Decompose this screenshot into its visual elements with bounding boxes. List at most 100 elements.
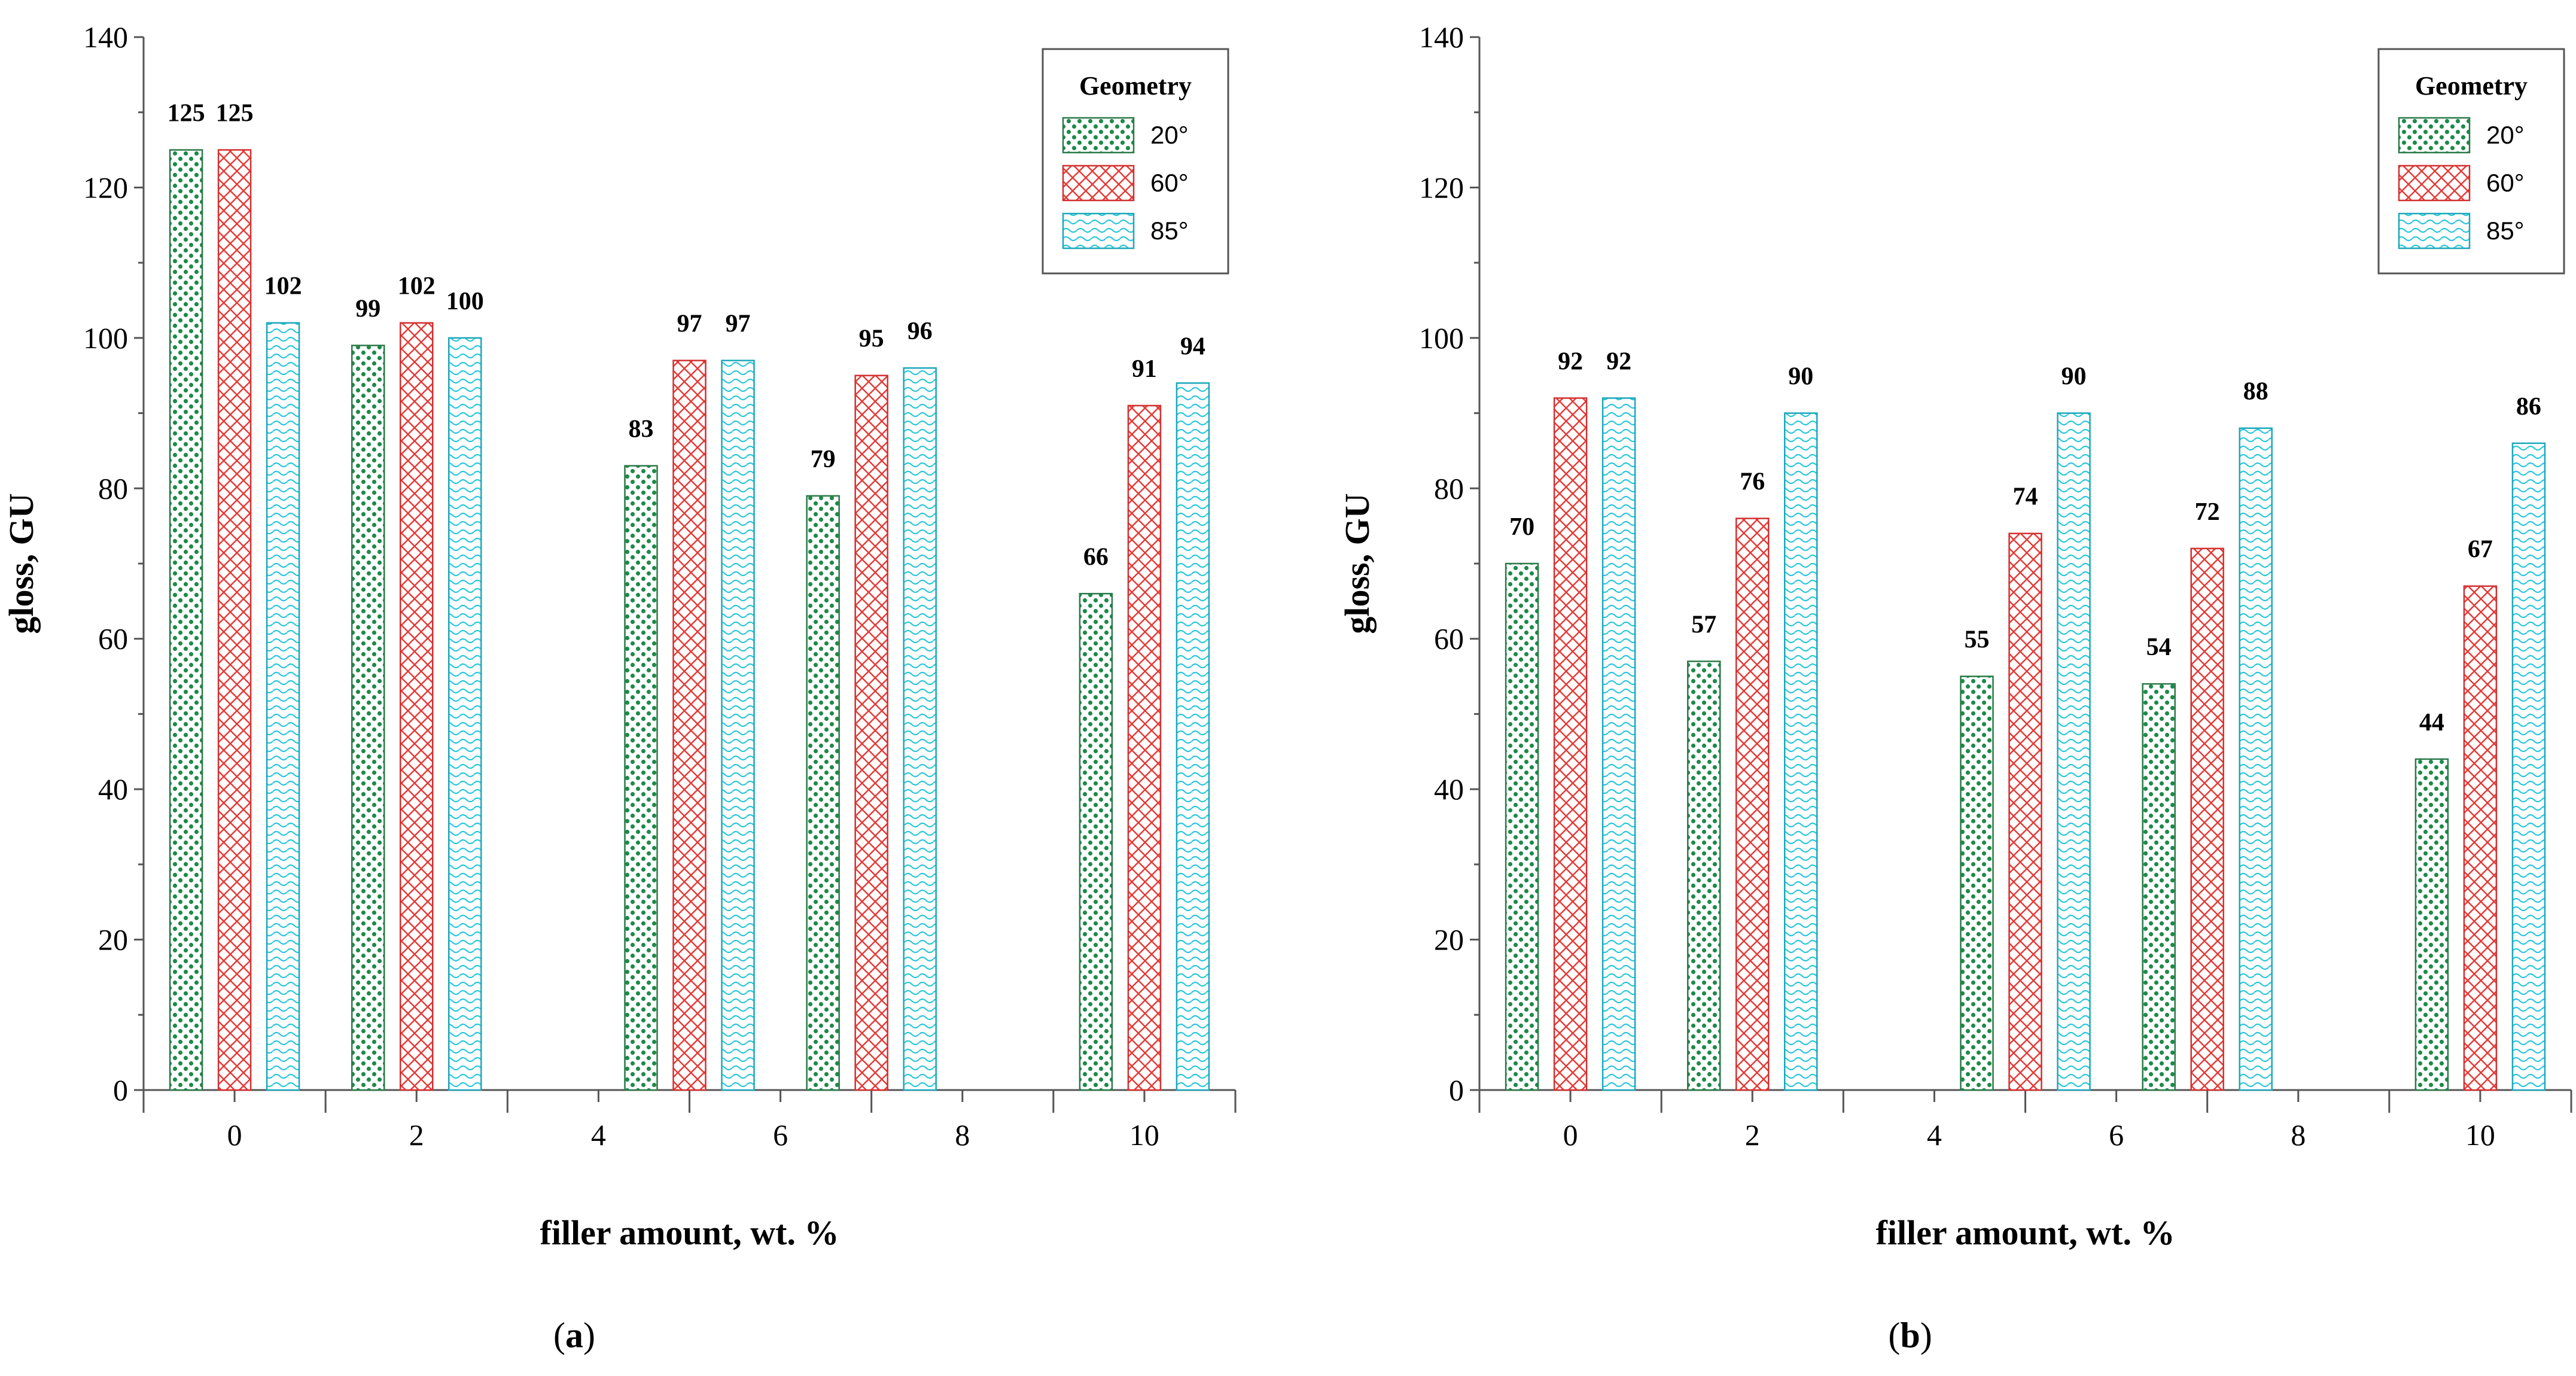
data-label: 66 <box>1083 543 1109 571</box>
data-label: 70 <box>1509 513 1534 541</box>
bar-a-g1-s0 <box>351 345 385 1091</box>
bar-a-g0-s1 <box>217 149 252 1091</box>
x-tick-label: 4 <box>1927 1118 1942 1152</box>
bar-b-g1-s2 <box>1784 412 1818 1091</box>
y-tick-label: 0 <box>1449 1073 1464 1107</box>
bar-a-g2-s2 <box>721 360 755 1091</box>
data-label: 100 <box>446 288 484 315</box>
data-label: 57 <box>1691 611 1716 638</box>
data-label: 67 <box>2468 536 2493 564</box>
bar-b-g3-s2 <box>2239 427 2273 1091</box>
legend: Geometry 20° 60° 85° <box>2377 48 2565 275</box>
y-tick-label: 80 <box>1434 471 1464 505</box>
bar-b-g3-s0 <box>2142 683 2176 1091</box>
legend-label: 85° <box>1150 217 1189 245</box>
legend-swatch-0 <box>1062 117 1135 154</box>
bar-a-g4-s1 <box>1127 404 1162 1091</box>
legend-swatch-2 <box>2398 212 2471 249</box>
data-label: 86 <box>2516 393 2541 421</box>
data-label: 99 <box>355 295 380 322</box>
legend-swatch-0 <box>2398 117 2471 154</box>
bar-a-g4-s0 <box>1079 593 1113 1091</box>
data-label: 88 <box>2243 378 2269 406</box>
data-label: 54 <box>2146 634 2172 661</box>
bar-b-g2-s0 <box>1960 675 1994 1091</box>
bar-b-g1-s1 <box>1735 517 1770 1091</box>
y-tick-label: 120 <box>83 171 128 204</box>
x-axis-title: filler amount, wt. % <box>540 1213 839 1252</box>
bar-b-g4-s1 <box>2463 585 2498 1091</box>
bar-b-g2-s1 <box>2008 532 2042 1091</box>
y-tick-label: 120 <box>1419 171 1464 204</box>
data-label: 94 <box>1180 333 1205 360</box>
data-label: 125 <box>168 100 205 127</box>
y-tick-label: 20 <box>98 923 128 957</box>
data-label: 74 <box>2013 483 2038 511</box>
caption-close-paren: ) <box>583 1316 595 1355</box>
caption-open-paren: ( <box>553 1316 565 1355</box>
data-label: 90 <box>2062 363 2087 391</box>
chart-panel-b: 0 20 40 60 80 100 120 140 0 2 4 6 8 10 filler amount, … <box>1338 20 2572 1355</box>
x-tick-label: 0 <box>1563 1118 1578 1152</box>
data-label: 72 <box>2195 498 2220 526</box>
bar-b-g1-s0 <box>1687 660 1721 1091</box>
bar-b-g0-s0 <box>1505 562 1539 1091</box>
chart-panel-a: 0 20 40 60 80 100 120 140 0 2 4 6 8 10 filler amount, … <box>2 20 1237 1355</box>
bar-a-g2-s0 <box>624 465 658 1091</box>
data-label: 79 <box>811 446 836 473</box>
x-tick-label: 4 <box>591 1118 606 1152</box>
bar-a-g3-s2 <box>903 367 937 1091</box>
y-tick-label: 100 <box>83 321 128 355</box>
bar-b-g2-s2 <box>2057 412 2091 1091</box>
bar-a-g2-s1 <box>672 360 707 1091</box>
legend-swatch-1 <box>2398 165 2471 202</box>
y-axis-title: gloss, GU <box>2 493 41 634</box>
legend-label: 85° <box>2486 217 2525 245</box>
caption-letter: b <box>1900 1316 1920 1355</box>
legend-swatch-1 <box>1062 165 1135 202</box>
data-label: 95 <box>859 325 884 353</box>
bar-a-g1-s2 <box>448 337 482 1091</box>
bar-a-g0-s0 <box>169 149 203 1091</box>
y-tick-label: 100 <box>1419 321 1464 355</box>
y-tick-label: 80 <box>98 471 128 505</box>
data-label: 44 <box>2419 709 2444 736</box>
data-label: 91 <box>1132 355 1157 383</box>
data-label: 90 <box>1788 363 1813 391</box>
y-axis-title: gloss, GU <box>1338 493 1377 634</box>
data-label: 102 <box>398 273 436 300</box>
bar-b-g4-s0 <box>2414 758 2449 1091</box>
bar-a-g3-s1 <box>854 375 888 1091</box>
caption-open-paren: ( <box>1888 1316 1900 1355</box>
x-tick-label: 0 <box>227 1118 242 1152</box>
y-tick-label: 60 <box>98 622 128 656</box>
bar-b-g4-s2 <box>2511 442 2546 1091</box>
bar-a-g1-s1 <box>400 322 434 1091</box>
x-tick-label: 2 <box>1745 1118 1760 1152</box>
y-tick-label: 140 <box>1419 20 1464 54</box>
data-label: 96 <box>908 318 933 345</box>
data-label: 92 <box>1558 348 1583 375</box>
legend-label: 20° <box>2486 121 2525 149</box>
data-label: 125 <box>216 100 254 127</box>
bar-a-g0-s2 <box>266 322 300 1091</box>
bar-a-g4-s2 <box>1176 382 1210 1091</box>
x-tick-label: 8 <box>2291 1118 2306 1152</box>
data-label: 55 <box>1965 626 1990 654</box>
data-label: 102 <box>264 273 302 300</box>
x-tick-label: 2 <box>409 1118 424 1152</box>
bar-a-g3-s0 <box>806 495 840 1091</box>
bar-b-g0-s2 <box>1601 397 1636 1091</box>
legend-title: Geometry <box>1079 71 1192 101</box>
bar-b-g3-s1 <box>2190 547 2224 1091</box>
x-tick-label: 10 <box>1129 1118 1159 1152</box>
caption-close-paren: ) <box>1920 1316 1932 1355</box>
y-tick-label: 40 <box>98 772 128 806</box>
legend-swatch-2 <box>1062 212 1135 249</box>
legend-title: Geometry <box>2415 71 2528 101</box>
legend: Geometry 20° 60° 85° <box>1042 48 1229 275</box>
panel-caption: (b) <box>1888 1316 1932 1355</box>
x-tick-label: 6 <box>2109 1118 2124 1152</box>
data-label: 97 <box>726 310 751 338</box>
